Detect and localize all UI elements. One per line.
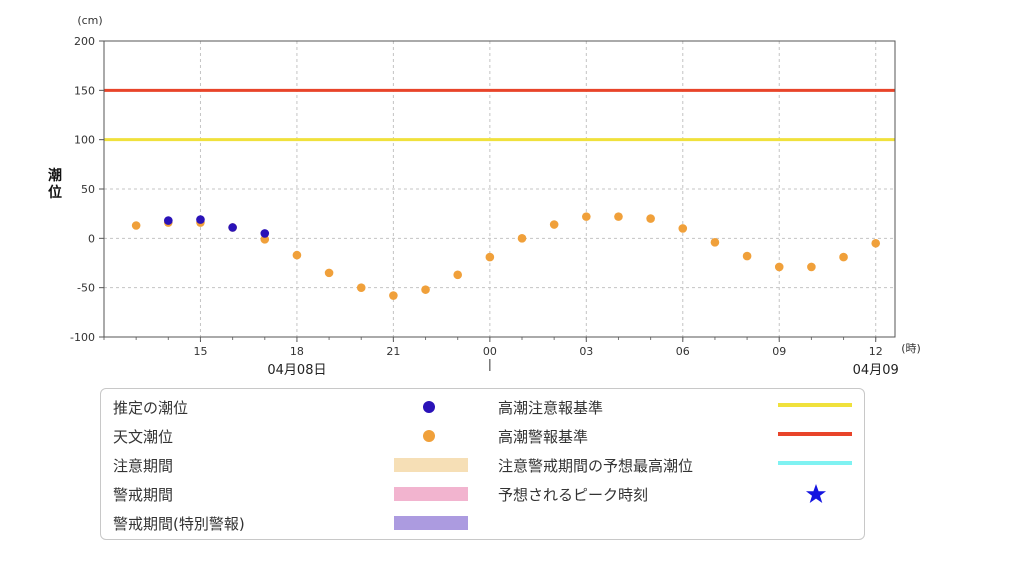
data-point [196,215,205,224]
x-tick-label: 03 [579,345,593,358]
x-tick-label: 21 [386,345,400,358]
data-point [131,221,141,230]
legend-label-special-warning-period: 警戒期間(特別警報) [113,515,245,533]
y-axis-title-char: 潮 [48,167,62,184]
data-point [807,262,816,272]
legend-label-warning-period: 警戒期間 [113,486,174,504]
data-point [582,212,591,221]
y-tick-label: -100 [70,331,95,344]
data-point [260,235,270,244]
data-point [453,270,462,280]
legend-swatch-estimated-tide [423,401,435,413]
x-tick-label: 15 [193,345,207,358]
y-tick-label: 50 [81,183,95,196]
data-point [549,220,559,229]
x-unit-label: (時) [901,342,921,355]
plot-frame [103,40,896,338]
date-label: 04月08日 [267,363,326,378]
axes [99,40,896,371]
data-point [356,283,366,292]
data-point [742,251,752,261]
data-point [260,229,270,238]
data-point [646,214,655,223]
x-tick-label: 12 [869,345,883,358]
x-tick-label: 06 [676,345,690,358]
data-point [292,250,302,260]
data-point [871,238,881,248]
legend-label-peak-time: 予想されるピーク時刻 [498,486,649,504]
date-label: 04月09 [853,363,899,378]
x-tick-label: 18 [290,345,304,358]
legend-label-estimated-tide: 推定の潮位 [113,399,189,417]
data-point [164,216,173,225]
legend-swatch-forecast-max-line [778,461,852,465]
data-point [485,252,495,262]
legend-label-caution-period: 注意期間 [113,457,174,475]
legend-swatch-astronomical-tide [423,430,435,442]
data-point [228,223,237,232]
x-tick-label: 00 [483,345,497,358]
legend-label-storm-surge-advisory: 高潮注意報基準 [498,399,604,417]
tide-chart: 200 150 100 50 0 -50 -100 15 18 21 00 03 06 09 12 04月08… [48,14,921,378]
y-tick-label: 100 [74,134,95,147]
data-points [131,212,881,300]
legend-swatch-caution-period [394,458,468,472]
y-tick-label: 0 [88,232,95,245]
threshold-lines [104,88,895,142]
grid [104,41,895,337]
legend-label-astronomical-tide: 天文潮位 [113,428,174,446]
data-point [324,268,334,278]
data-point [517,234,527,243]
y-tick-label: 200 [74,35,95,48]
y-unit-label: (cm) [77,14,102,27]
data-point [710,237,720,247]
legend: 推定の潮位 天文潮位 注意期間 警戒期間 警戒期間(特別警報) 高潮注意報基準 … [100,388,865,540]
legend-swatch-special-warning-period [394,516,468,530]
data-point [389,291,398,300]
legend-label-forecast-max-tide: 注意警戒期間の予想最高潮位 [498,457,694,475]
legend-swatch-warning-line [778,432,852,436]
legend-swatch-warning-period [394,487,468,501]
legend-swatch-advisory-line [778,403,852,407]
legend-label-storm-surge-warning: 高潮警報基準 [498,428,589,446]
data-point [421,285,430,294]
y-axis-title-char: 位 [48,184,62,201]
data-point [678,224,688,233]
y-tick-label: 150 [74,84,95,97]
data-point [614,212,623,221]
x-tick-label: 09 [772,345,786,358]
data-point [839,252,848,262]
data-point [774,262,784,272]
star-icon [806,484,826,503]
axis-labels: 200 150 100 50 0 -50 -100 15 18 21 00 03 06 09 12 04月08… [48,14,921,378]
y-tick-label: -50 [77,282,95,295]
